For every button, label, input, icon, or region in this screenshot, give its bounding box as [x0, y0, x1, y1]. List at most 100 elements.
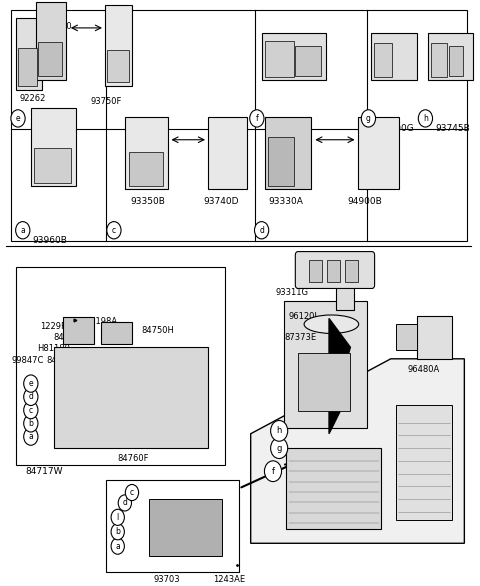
- Bar: [31, 108, 76, 186]
- Text: g: g: [276, 444, 282, 452]
- Text: 84750H: 84750H: [142, 326, 174, 335]
- Bar: [125, 117, 168, 189]
- Text: 93330A: 93330A: [268, 197, 303, 206]
- Bar: [336, 280, 354, 310]
- Text: d: d: [28, 393, 33, 401]
- Text: e: e: [16, 114, 20, 123]
- Text: b: b: [28, 419, 33, 428]
- Bar: [371, 32, 417, 80]
- Circle shape: [24, 401, 38, 419]
- Text: 1229FE: 1229FE: [40, 322, 72, 332]
- Circle shape: [118, 495, 132, 511]
- Bar: [298, 353, 350, 411]
- Text: g: g: [366, 114, 371, 123]
- Bar: [309, 260, 323, 282]
- Text: 84760F: 84760F: [118, 454, 149, 463]
- Text: 84837F: 84837F: [54, 333, 85, 342]
- Bar: [262, 32, 326, 80]
- Circle shape: [271, 421, 288, 441]
- Bar: [149, 499, 222, 556]
- Text: h: h: [276, 427, 282, 435]
- Text: 84780: 84780: [47, 356, 73, 365]
- Text: c: c: [29, 406, 33, 415]
- Text: 93350B: 93350B: [131, 197, 166, 206]
- Bar: [396, 324, 417, 350]
- Text: 93360: 93360: [266, 124, 295, 133]
- Text: f: f: [272, 466, 275, 476]
- FancyBboxPatch shape: [295, 251, 374, 288]
- Bar: [106, 480, 239, 572]
- Text: 96120J: 96120J: [288, 312, 318, 321]
- Circle shape: [24, 388, 38, 406]
- Text: d: d: [122, 499, 127, 507]
- Bar: [34, 148, 71, 183]
- Circle shape: [24, 415, 38, 432]
- Circle shape: [24, 428, 38, 445]
- Text: 96480A: 96480A: [408, 364, 440, 373]
- Circle shape: [111, 524, 124, 540]
- Text: f: f: [255, 114, 258, 123]
- Bar: [284, 301, 367, 428]
- Text: 93311G: 93311G: [276, 288, 309, 298]
- Text: 94900B: 94900B: [347, 197, 382, 206]
- Circle shape: [11, 110, 25, 127]
- Circle shape: [271, 438, 288, 458]
- Bar: [11, 10, 467, 241]
- Circle shape: [107, 222, 121, 239]
- Text: c: c: [130, 488, 134, 497]
- Bar: [327, 260, 340, 282]
- Polygon shape: [251, 359, 464, 543]
- Text: 93760: 93760: [45, 22, 72, 31]
- Text: b: b: [115, 527, 120, 536]
- Text: 92262: 92262: [19, 94, 46, 103]
- Circle shape: [264, 461, 282, 482]
- Text: 99847C: 99847C: [12, 356, 44, 365]
- Bar: [18, 48, 37, 86]
- Text: h: h: [423, 114, 428, 123]
- Bar: [265, 117, 312, 189]
- Text: 84717W: 84717W: [25, 467, 62, 476]
- Bar: [107, 50, 129, 81]
- Bar: [417, 316, 453, 359]
- Text: 93750F: 93750F: [91, 97, 122, 106]
- Circle shape: [254, 222, 269, 239]
- Text: 93790G: 93790G: [378, 124, 414, 133]
- Bar: [16, 18, 42, 90]
- Circle shape: [418, 110, 432, 127]
- Bar: [105, 5, 132, 86]
- Bar: [396, 405, 453, 520]
- Bar: [54, 347, 208, 448]
- Text: d: d: [259, 226, 264, 235]
- Bar: [63, 316, 94, 345]
- Circle shape: [16, 222, 30, 239]
- Bar: [16, 267, 225, 465]
- Bar: [345, 260, 359, 282]
- Text: H81180: H81180: [37, 345, 70, 353]
- Text: 93703: 93703: [153, 575, 180, 584]
- Text: c: c: [112, 226, 116, 235]
- Text: 1243AE: 1243AE: [213, 575, 245, 584]
- Circle shape: [111, 509, 124, 526]
- Text: 85839: 85839: [156, 396, 182, 406]
- Bar: [36, 2, 66, 80]
- Polygon shape: [329, 318, 350, 434]
- Bar: [268, 137, 294, 186]
- Text: a: a: [28, 432, 33, 441]
- Bar: [101, 322, 132, 345]
- Bar: [449, 46, 463, 76]
- Bar: [428, 32, 473, 80]
- Circle shape: [111, 538, 124, 554]
- Circle shape: [361, 110, 375, 127]
- Bar: [374, 43, 392, 77]
- Bar: [208, 117, 247, 189]
- Text: 91198A: 91198A: [86, 317, 118, 326]
- Bar: [358, 117, 399, 189]
- Text: e: e: [28, 379, 33, 388]
- Bar: [431, 43, 447, 77]
- Circle shape: [250, 110, 264, 127]
- Text: 93960B: 93960B: [33, 236, 68, 245]
- Ellipse shape: [304, 315, 359, 333]
- Text: a: a: [20, 226, 25, 235]
- Circle shape: [125, 485, 139, 500]
- Bar: [38, 42, 62, 76]
